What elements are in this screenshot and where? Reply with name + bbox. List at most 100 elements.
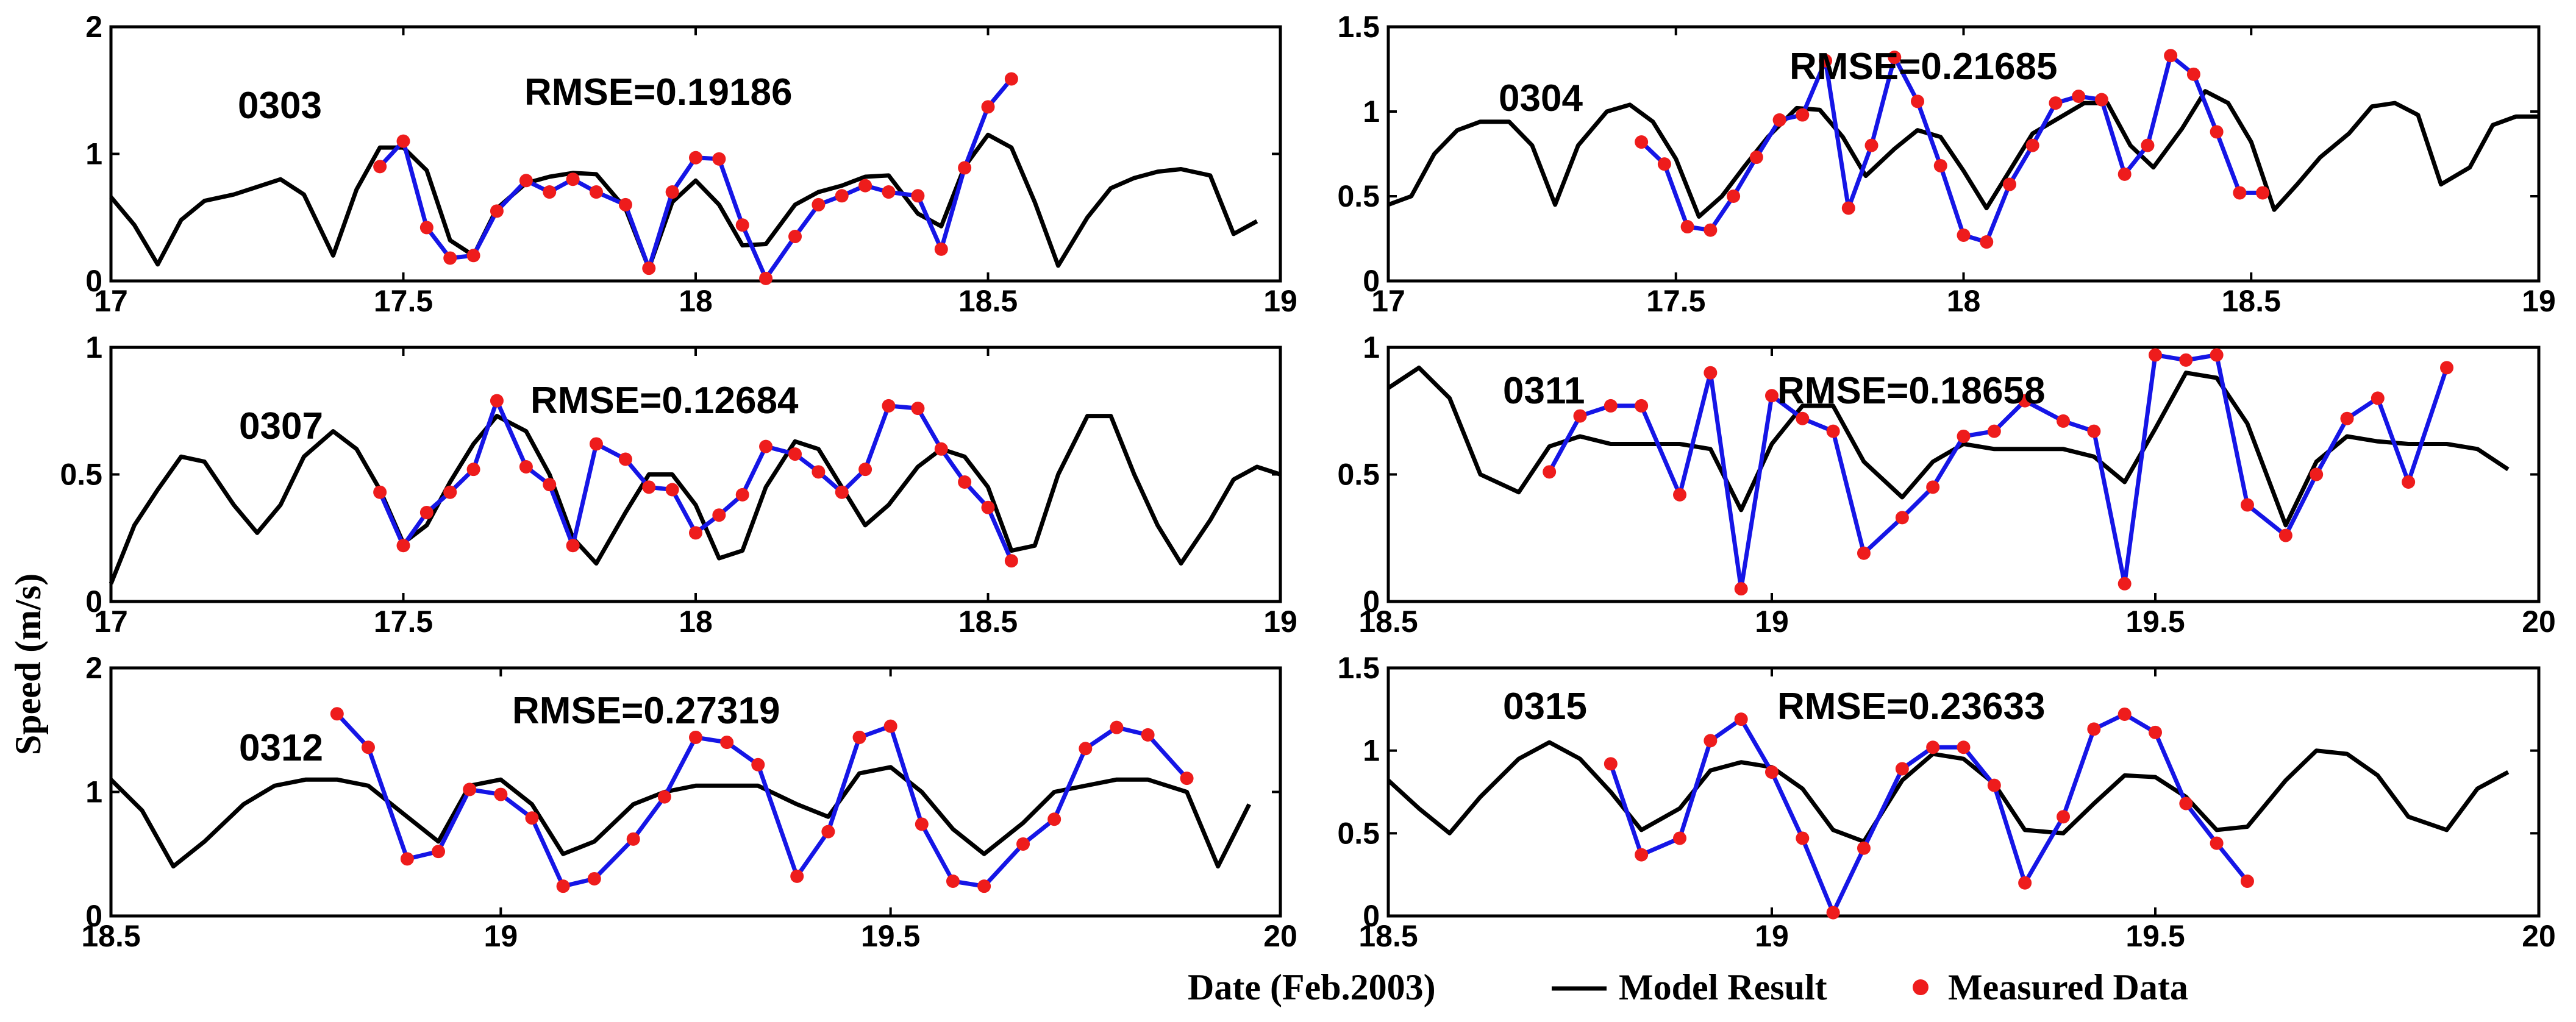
measured-data-point	[958, 161, 972, 175]
y-tick-label: 1	[85, 775, 102, 809]
measured-data-point	[2057, 810, 2071, 824]
measured-data-point	[934, 242, 948, 256]
y-tick-label: 0	[85, 264, 102, 298]
axes-frame	[1386, 666, 2541, 918]
y-tick-label: 1	[1363, 94, 1380, 129]
rmse-label: RMSE=0.23633	[1777, 686, 2045, 728]
measured-data-point	[1673, 488, 1687, 502]
station-label: 0304	[1499, 77, 1583, 119]
measured-data-point	[1604, 757, 1618, 771]
rmse-label: RMSE=0.18658	[1777, 370, 2045, 412]
measured-data-point	[812, 465, 826, 479]
x-tick-label: 19.5	[2125, 605, 2185, 639]
measured-data-point	[2141, 138, 2155, 152]
measured-data-point	[883, 719, 897, 733]
measured-data-point	[494, 787, 508, 801]
measured-data-point	[2240, 498, 2254, 512]
measured-data-point	[1604, 399, 1618, 413]
model-result-line	[109, 765, 1252, 869]
x-tick-label: 19	[1755, 605, 1789, 639]
x-tick-label: 19	[1755, 919, 1789, 953]
measured-data-point	[981, 500, 995, 514]
measured-data-point	[1543, 465, 1557, 479]
x-tick-label: 19	[1263, 605, 1297, 639]
measured-data-point	[463, 782, 477, 797]
measured-data-point	[432, 845, 446, 859]
measured-data-point	[361, 740, 375, 754]
measured-data-point	[1047, 812, 1061, 826]
measured-data-point	[1796, 411, 1810, 425]
measured-data-point	[1819, 54, 1833, 68]
measured-data-point	[1110, 720, 1124, 734]
measured-data-point	[2233, 186, 2247, 200]
measured-data-point	[1704, 223, 1718, 237]
measured-data-point	[665, 185, 679, 199]
measured-data-point	[2256, 186, 2270, 200]
measured-data-point	[1826, 906, 1840, 920]
measured-data-point	[1926, 480, 1940, 494]
measured-data-point	[882, 399, 896, 413]
y-tick-label: 2	[85, 651, 102, 685]
measured-data-point	[735, 488, 749, 502]
measured-data-point	[2179, 797, 2193, 811]
measured-data-point	[1987, 424, 2001, 438]
measured-data-point	[712, 508, 726, 522]
measured-data-point	[2164, 49, 2178, 63]
rmse-label: RMSE=0.12684	[530, 380, 799, 422]
measured-data-point	[759, 439, 773, 453]
measured-data-point	[626, 832, 640, 846]
measured-data-point	[712, 152, 726, 166]
measured-data-point	[689, 526, 702, 540]
legend-measured-label: Measured Data	[1948, 967, 2188, 1007]
measured-data-point	[589, 185, 603, 199]
measured-data-point	[1704, 366, 1718, 380]
measured-data-point	[566, 539, 580, 553]
legend: Model Result Measured Data	[1552, 967, 2188, 1007]
measured-data-point	[1004, 554, 1018, 568]
measured-data-point	[396, 539, 410, 553]
x-tick-label: 18.5	[1358, 919, 1418, 953]
y-tick-label: 0.5	[1337, 816, 1380, 850]
model-result-line	[1386, 740, 2510, 844]
y-tick-label: 0	[85, 899, 102, 933]
measured-data-point	[657, 790, 671, 804]
panel-0307: 17 17.5 18 18.5 19 0 0.5 1 0307 RMSE=0.12684	[60, 330, 1297, 639]
x-tick-label: 19.5	[861, 919, 920, 953]
x-tick-label: 19	[484, 919, 518, 953]
measured-data-point	[689, 730, 702, 744]
panel-0304: 17 17.5 18 18.5 19 0 0.5 1 1.5 0304 RMSE=0.21685	[1337, 10, 2555, 318]
measured-data-point	[1635, 135, 1649, 149]
legend-measured-marker	[1913, 979, 1928, 995]
measured-data-point	[1016, 837, 1030, 851]
measured-data-point	[2240, 875, 2254, 889]
measured-data-point	[373, 485, 387, 499]
station-label: 0303	[238, 85, 322, 127]
measured-data-point	[642, 261, 656, 275]
measured-data-point	[1727, 190, 1741, 203]
measured-data-point	[858, 463, 872, 477]
measured-data-point	[911, 402, 925, 416]
measured-data-point	[1079, 742, 1093, 756]
x-tick-label: 20	[2522, 605, 2556, 639]
measured-data-point	[1004, 72, 1018, 86]
measured-data-point	[642, 480, 656, 494]
model-result-line	[109, 414, 1282, 585]
measured-data-point	[2057, 414, 2071, 428]
x-tick-label: 17.5	[374, 605, 433, 639]
x-tick-label: 17	[94, 284, 128, 318]
y-tick-label: 0.5	[1337, 458, 1380, 492]
measured-data-point	[1796, 831, 1810, 845]
measured-data-point	[466, 463, 480, 477]
measured-data-point	[1888, 51, 1902, 65]
measured-data-point	[556, 879, 570, 893]
measured-data-point	[2149, 348, 2162, 362]
measured-data-point	[1857, 841, 1871, 855]
measured-data-point	[2072, 89, 2086, 103]
measured-data-point	[821, 825, 835, 839]
measured-data-point	[2118, 707, 2132, 721]
measured-data-point	[566, 172, 580, 186]
station-label: 0311	[1503, 370, 1585, 412]
measured-data-point	[2186, 67, 2200, 81]
measured-data-point	[1704, 734, 1718, 748]
